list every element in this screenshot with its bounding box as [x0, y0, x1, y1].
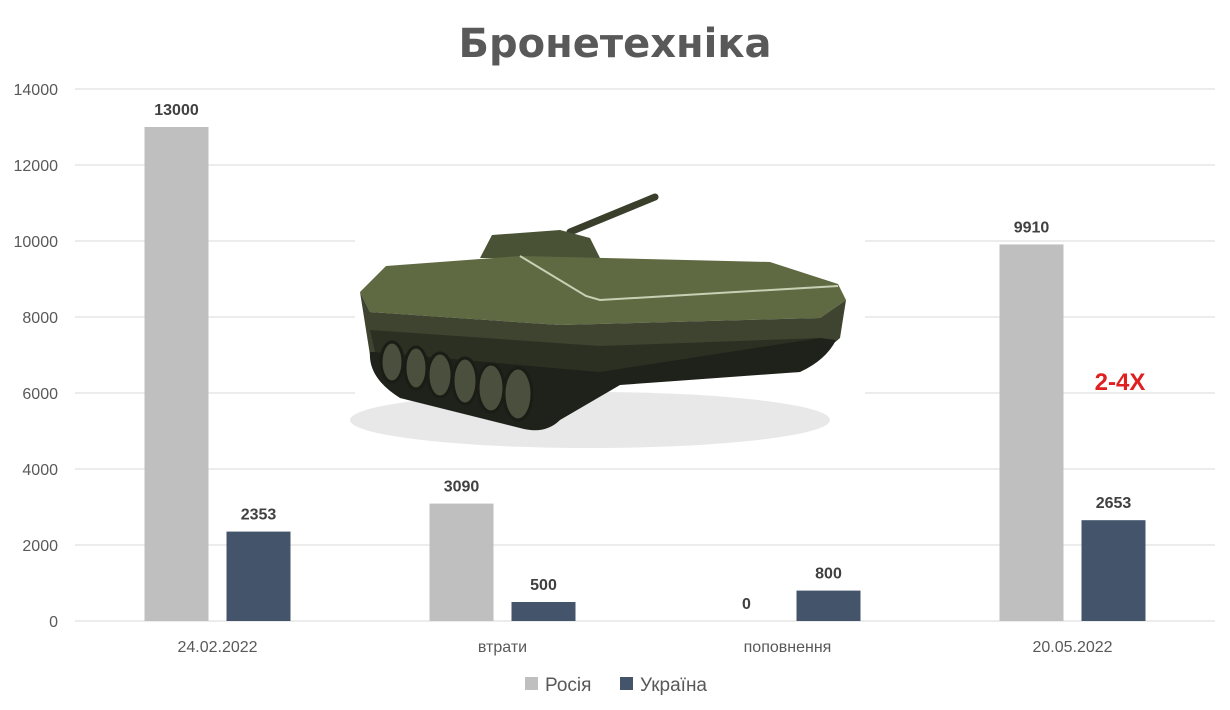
- y-tick-label: 14000: [14, 82, 59, 99]
- y-tick-label: 4000: [22, 462, 58, 479]
- bar-Росія-24.02.2022: [144, 127, 209, 621]
- chart-title: Бронетехніка: [459, 21, 772, 67]
- data-label: 800: [815, 566, 842, 583]
- legend-label: Росія: [545, 675, 591, 696]
- data-label: 13000: [154, 102, 199, 119]
- y-tick-label: 0: [49, 614, 58, 631]
- x-tick-label: 20.05.2022: [1032, 639, 1112, 656]
- bar-Росія-20.05.2022: [999, 244, 1064, 622]
- data-label: 3090: [444, 479, 480, 496]
- legend-label: Україна: [640, 675, 707, 696]
- legend-swatch: [525, 677, 538, 690]
- data-label: 9910: [1014, 219, 1050, 236]
- x-tick-label: втрати: [478, 639, 527, 656]
- y-tick-label: 8000: [22, 310, 58, 327]
- y-axis-ticks: 0 2000 4000 6000 8000 10000 12000 14000: [14, 82, 59, 631]
- data-label: 2653: [1096, 495, 1132, 512]
- annotation-2-4x: 2-4X: [1095, 369, 1146, 396]
- y-tick-label: 12000: [14, 158, 59, 175]
- bmp-armored-vehicle-icon: [350, 193, 865, 450]
- data-label: 2353: [241, 507, 277, 524]
- data-label: 0: [742, 596, 751, 613]
- legend: Росія Україна: [525, 675, 707, 696]
- x-tick-label: 24.02.2022: [177, 639, 257, 656]
- y-tick-label: 2000: [22, 538, 58, 555]
- x-tick-label: поповнення: [744, 639, 832, 656]
- y-tick-label: 10000: [14, 234, 59, 251]
- bar-Україна-24.02.2022: [226, 531, 291, 621]
- bar-Україна-20.05.2022: [1081, 520, 1146, 621]
- bar-Україна-втрати: [511, 602, 576, 621]
- y-tick-label: 6000: [22, 386, 58, 403]
- data-label: 500: [530, 577, 557, 594]
- bar-Україна-поповнення: [796, 590, 861, 621]
- bar-Росія-втрати: [429, 503, 494, 621]
- legend-swatch: [620, 677, 633, 690]
- bars: 13000 2353 24.02.2022 3090 500 втрати 0 800 попо…: [144, 102, 1146, 656]
